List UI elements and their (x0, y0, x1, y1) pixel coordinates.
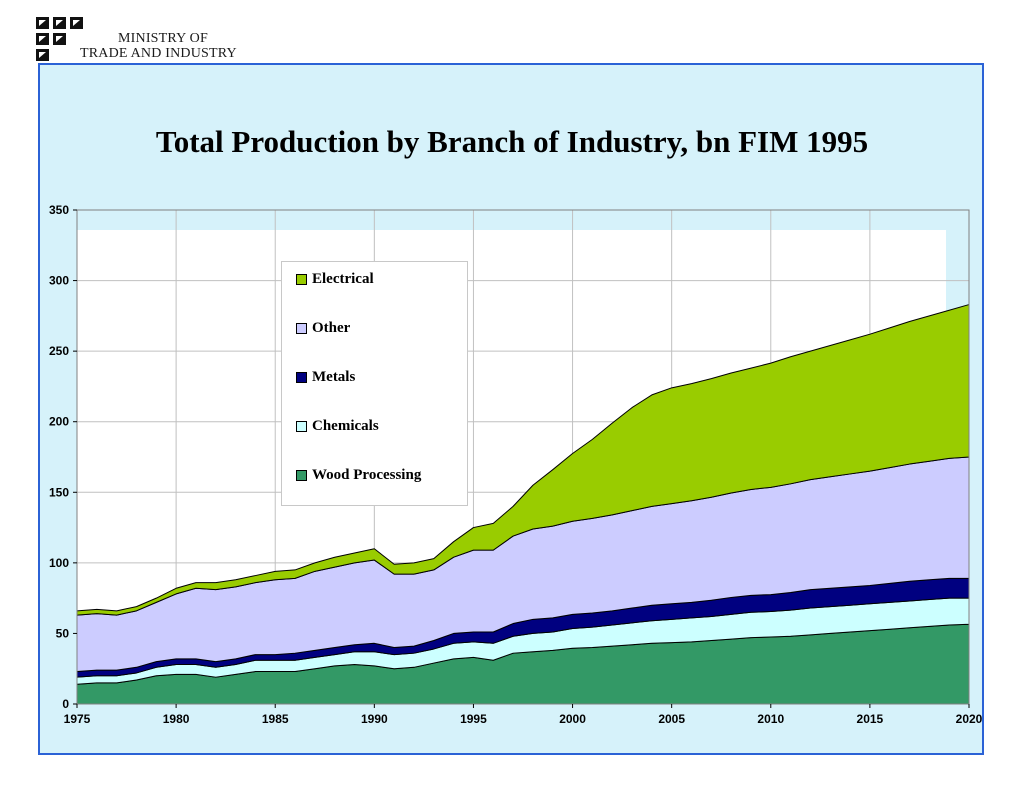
legend-swatch-other (296, 322, 307, 334)
legend-swatch-electrical (296, 273, 307, 285)
x-axis: 1975 1980 1985 1990 1995 2000 2005 2010 2015 2020 (64, 704, 983, 726)
plot-frame (76, 209, 970, 705)
legend-label-other: Other (312, 319, 351, 336)
y-tick-label: 0 (62, 697, 69, 711)
y-tick-label: 50 (56, 626, 70, 640)
org-line-2: TRADE AND INDUSTRY (80, 46, 237, 61)
x-tick-label: 2000 (559, 712, 586, 726)
x-tick-label: 1975 (64, 712, 91, 726)
y-tick-label: 200 (49, 415, 69, 429)
y-tick-label: 350 (49, 203, 69, 217)
x-tick-label: 1990 (361, 712, 388, 726)
stacked-areas (76, 304, 970, 705)
x-tick-label: 2020 (956, 712, 983, 726)
legend-label-electrical: Electrical (312, 270, 374, 287)
y-tick-label: 300 (49, 274, 69, 288)
y-tick-label: 150 (49, 485, 69, 499)
x-tick-label: 2010 (757, 712, 784, 726)
legend-item-wood-processing: Wood Processing (296, 466, 421, 484)
legend-label-chemicals: Chemicals (312, 417, 379, 434)
ministry-name: MINISTRY OF TRADE AND INDUSTRY (80, 31, 237, 61)
y-tick-label: 250 (49, 344, 69, 358)
x-tick-label: 1995 (460, 712, 487, 726)
x-tick-label: 2015 (857, 712, 884, 726)
y-axis: 0 50 100 150 200 250 300 350 (49, 203, 77, 711)
ministry-logo (36, 17, 83, 61)
x-tick-label: 1985 (262, 712, 289, 726)
legend-label-metals: Metals (312, 368, 356, 385)
legend-item-electrical: Electrical (296, 270, 374, 288)
chart-title: Total Production by Branch of Industry, … (155, 124, 869, 159)
legend-swatch-chemicals (296, 420, 307, 432)
y-tick-label: 100 (49, 556, 69, 570)
legend-label-wood-processing: Wood Processing (312, 466, 422, 483)
org-line-1: MINISTRY OF (118, 31, 208, 46)
legend-item-chemicals: Chemicals (296, 417, 379, 435)
x-tick-label: 2005 (658, 712, 685, 726)
legend-item-metals: Metals (296, 368, 355, 386)
legend-swatch-wood-processing (296, 469, 307, 481)
legend-item-other: Other (296, 319, 350, 337)
legend: Electrical Other Metals Chemicals Wood P… (281, 261, 468, 506)
x-tick-label: 1980 (163, 712, 190, 726)
legend-swatch-metals (296, 371, 307, 383)
